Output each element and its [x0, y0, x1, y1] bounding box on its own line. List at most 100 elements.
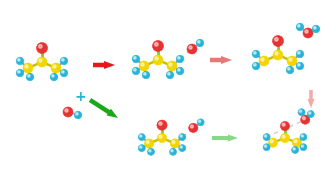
Circle shape — [254, 64, 256, 66]
Circle shape — [16, 57, 24, 65]
Circle shape — [76, 113, 78, 115]
Circle shape — [74, 111, 82, 119]
Circle shape — [18, 59, 20, 61]
Circle shape — [39, 45, 42, 48]
Circle shape — [155, 57, 158, 60]
Circle shape — [166, 71, 174, 79]
Circle shape — [297, 52, 300, 54]
Circle shape — [134, 57, 136, 59]
Circle shape — [301, 135, 304, 137]
Circle shape — [176, 55, 184, 63]
Circle shape — [25, 65, 28, 68]
Circle shape — [179, 145, 186, 152]
Circle shape — [292, 138, 302, 147]
Circle shape — [63, 107, 73, 117]
Circle shape — [275, 52, 278, 55]
Circle shape — [287, 56, 297, 66]
Circle shape — [50, 73, 58, 81]
Circle shape — [280, 133, 289, 143]
Circle shape — [252, 62, 260, 70]
Circle shape — [286, 66, 294, 74]
Circle shape — [26, 73, 34, 81]
Circle shape — [296, 62, 304, 70]
Circle shape — [170, 148, 177, 155]
Circle shape — [172, 141, 175, 144]
Circle shape — [16, 69, 24, 77]
Circle shape — [37, 57, 47, 67]
Circle shape — [153, 55, 163, 65]
Circle shape — [134, 69, 136, 71]
Circle shape — [152, 40, 163, 51]
Circle shape — [296, 23, 304, 31]
Circle shape — [301, 145, 304, 147]
Circle shape — [138, 134, 145, 141]
Circle shape — [300, 134, 307, 141]
Text: +: + — [74, 90, 86, 104]
Circle shape — [139, 61, 149, 71]
Circle shape — [37, 43, 48, 53]
Circle shape — [132, 67, 140, 75]
Circle shape — [62, 59, 64, 61]
Circle shape — [293, 148, 295, 150]
Circle shape — [178, 57, 180, 59]
FancyArrow shape — [210, 56, 232, 64]
Circle shape — [300, 144, 307, 151]
Circle shape — [180, 135, 182, 137]
Circle shape — [190, 125, 193, 128]
Circle shape — [263, 144, 270, 151]
Circle shape — [303, 28, 313, 38]
Circle shape — [297, 64, 300, 66]
Circle shape — [198, 41, 200, 43]
Circle shape — [263, 134, 270, 141]
Circle shape — [39, 59, 42, 62]
Circle shape — [167, 61, 177, 71]
Circle shape — [159, 135, 162, 138]
Circle shape — [62, 71, 64, 73]
Circle shape — [140, 135, 142, 137]
Circle shape — [171, 150, 173, 152]
Circle shape — [141, 63, 144, 66]
Circle shape — [154, 43, 158, 46]
Circle shape — [289, 58, 292, 61]
Circle shape — [189, 46, 192, 49]
Circle shape — [53, 65, 56, 68]
Circle shape — [187, 44, 197, 54]
Circle shape — [307, 111, 314, 118]
Circle shape — [170, 139, 180, 148]
Circle shape — [179, 134, 186, 141]
Circle shape — [298, 109, 305, 116]
Circle shape — [168, 73, 170, 75]
Circle shape — [18, 71, 20, 73]
Circle shape — [282, 123, 285, 126]
Circle shape — [312, 25, 320, 33]
Circle shape — [264, 135, 267, 137]
Circle shape — [314, 27, 316, 29]
Circle shape — [146, 141, 149, 144]
FancyArrow shape — [89, 98, 118, 118]
Circle shape — [280, 122, 289, 131]
Circle shape — [197, 119, 204, 126]
Circle shape — [261, 58, 264, 61]
FancyArrow shape — [212, 135, 238, 142]
Circle shape — [147, 148, 154, 155]
Circle shape — [180, 146, 182, 148]
Circle shape — [294, 140, 297, 143]
Circle shape — [303, 117, 305, 120]
Circle shape — [292, 146, 298, 153]
Circle shape — [270, 140, 273, 143]
Circle shape — [305, 30, 308, 33]
Circle shape — [23, 63, 33, 73]
Circle shape — [189, 123, 198, 132]
Circle shape — [51, 63, 61, 73]
Circle shape — [144, 73, 146, 75]
Circle shape — [254, 52, 256, 54]
Circle shape — [252, 50, 260, 58]
Circle shape — [259, 56, 269, 66]
Circle shape — [138, 145, 145, 152]
FancyArrow shape — [308, 90, 315, 108]
Circle shape — [272, 36, 283, 46]
Circle shape — [273, 50, 283, 60]
Circle shape — [60, 57, 68, 65]
Circle shape — [169, 63, 172, 66]
Circle shape — [300, 115, 310, 124]
